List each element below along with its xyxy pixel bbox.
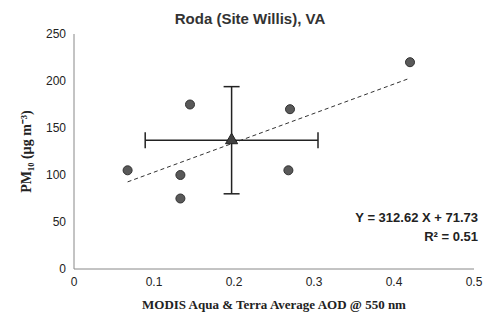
html-text:Y = 312.62 X + 71.73: Y = 312.62 X + 71.73: [355, 210, 478, 225]
svg-text:100: 100: [46, 168, 66, 182]
svg-text:MODIS Aqua & Terra Average AOD: MODIS Aqua & Terra Average AOD @ 550 nm: [142, 297, 406, 312]
svg-text:250: 250: [46, 27, 66, 41]
svg-text:150: 150: [46, 121, 66, 135]
svg-text:0: 0: [59, 262, 66, 276]
svg-text:0.4: 0.4: [386, 275, 403, 289]
svg-text:0.1: 0.1: [146, 275, 163, 289]
svg-text:200: 200: [46, 74, 66, 88]
svg-text:0: 0: [71, 275, 78, 289]
svg-text:50: 50: [53, 215, 67, 229]
svg-text:0.3: 0.3: [306, 275, 323, 289]
html-text:Roda (Site Willis), VA: Roda (Site Willis), VA: [174, 10, 326, 27]
svg-text:0.2: 0.2: [226, 275, 243, 289]
svg-text:PM₁₀ (µg m⁻³): PM₁₀ (µg m⁻³): [19, 110, 35, 193]
svg-text:0.5: 0.5: [466, 275, 483, 289]
html-text:R² = 0.51: R² = 0.51: [424, 229, 478, 244]
